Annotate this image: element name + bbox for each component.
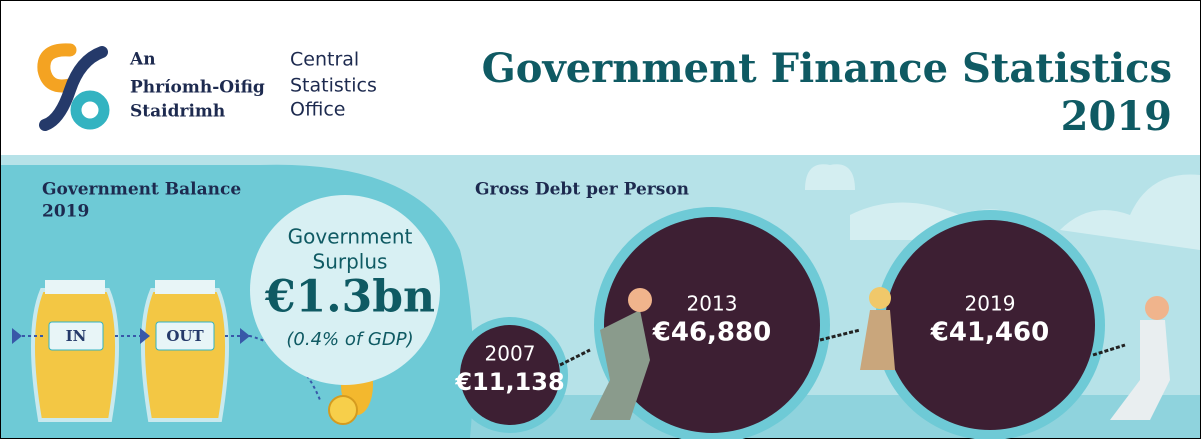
surplus-label: Surplus <box>313 250 388 274</box>
logo-english: Statistics <box>290 75 377 97</box>
debt-year: 2013 <box>687 292 738 316</box>
logo-irish: Staidrimh <box>130 102 225 122</box>
logo-english: Office <box>290 99 345 121</box>
logo-mark <box>37 43 110 131</box>
jar-label: OUT <box>166 327 204 345</box>
debt-year: 2007 <box>485 342 536 366</box>
surplus-circle <box>250 195 440 385</box>
cloud <box>805 164 855 190</box>
debt-heading: Gross Debt per Person <box>475 180 689 200</box>
cloud <box>1060 174 1200 250</box>
debt-value: €46,880 <box>652 318 771 348</box>
jar-label: IN <box>66 327 87 345</box>
surplus-amount: €1.3bn <box>264 272 435 323</box>
title: 2019 <box>1061 93 1172 140</box>
jars <box>12 280 373 425</box>
logo-irish: An <box>129 50 156 70</box>
debt-value: €11,138 <box>454 368 564 396</box>
balance-heading: Government Balance <box>42 180 241 200</box>
people <box>590 287 1170 420</box>
surplus-label: Government <box>288 225 413 249</box>
debt-circles <box>452 207 1126 443</box>
logo-english: Central <box>290 49 359 71</box>
surplus-note: (0.4% of GDP) <box>286 329 413 350</box>
debt-year: 2019 <box>965 292 1016 316</box>
balance-heading: 2019 <box>42 202 89 222</box>
debt-value: €41,460 <box>930 318 1049 348</box>
title: Government Finance Statistics <box>482 45 1172 92</box>
logo-irish: Phríomh-Oifig <box>130 78 265 98</box>
